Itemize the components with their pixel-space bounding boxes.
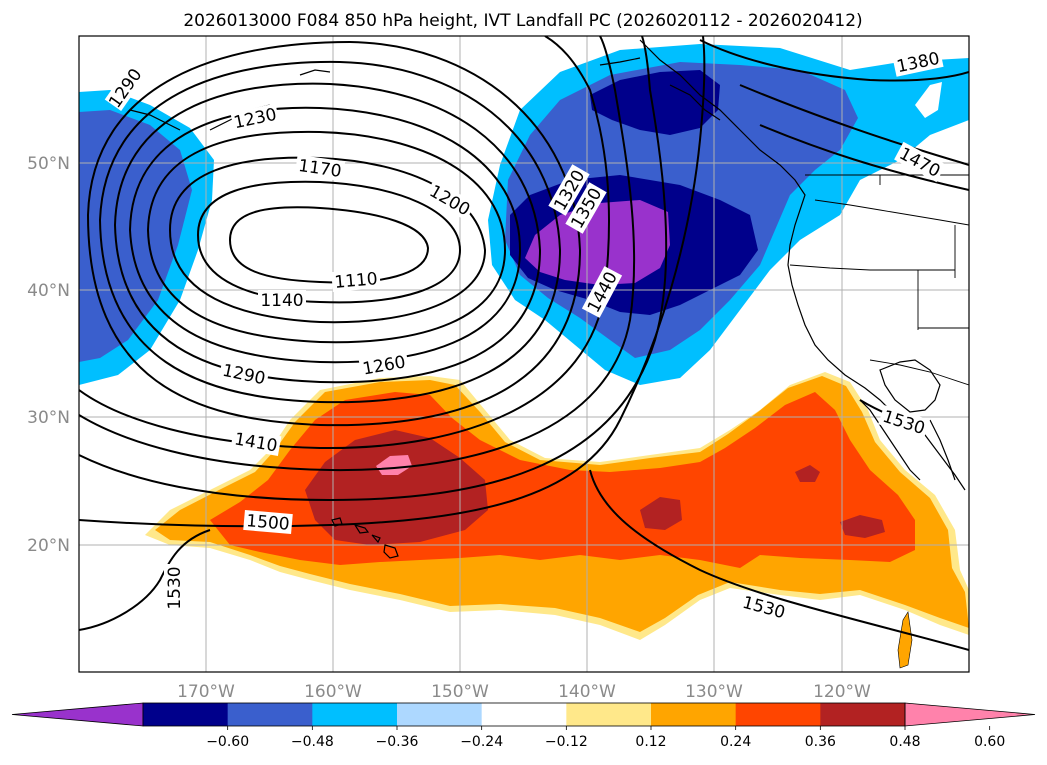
lon-tick-label: 170°W: [177, 682, 235, 702]
contour-label: 1500: [245, 511, 290, 535]
lat-tick-label: 30°N: [27, 408, 70, 428]
lon-tick-label: 150°W: [431, 682, 489, 702]
contour-label: 1140: [260, 291, 303, 311]
colorbar-segment: [566, 703, 652, 726]
colorbar-tick-label: −0.36: [376, 734, 419, 750]
colorbar-segment: [651, 703, 737, 726]
lat-tick-label: 20°N: [27, 536, 70, 556]
colorbar: −0.60 −0.48 −0.36 −0.24 −0.12 0.12 0.24 0.36 0.4…: [11, 702, 1036, 750]
contour-label: 1530: [165, 566, 185, 609]
colorbar-tick-label: −0.24: [460, 734, 503, 750]
lon-tick-label: 140°W: [558, 682, 616, 702]
colorbar-tick-label: −0.60: [206, 734, 249, 750]
colorbar-segment: [143, 703, 229, 726]
contour-label: 1110: [334, 269, 379, 293]
colorbar-segment: [735, 703, 821, 726]
colorbar-extend-low: [11, 702, 144, 727]
colorbar-tick-label: −0.12: [545, 734, 588, 750]
map-content: 1290 1230 1170 1200 1110 1140 1290 1260 …: [79, 36, 969, 672]
contour-labels: 1290 1230 1170 1200 1110 1140 1290 1260 …: [104, 47, 946, 623]
colorbar-segment: [820, 703, 906, 726]
political-borders: [789, 174, 969, 386]
lat-tick-labels: 50°N 40°N 30°N 20°N: [27, 154, 70, 556]
colorbar-tick-label: 0.12: [635, 734, 666, 750]
map-frame: [78, 35, 970, 673]
figure-title: 2026013000 F084 850 hPa height, IVT Land…: [183, 11, 862, 31]
gridlines: [79, 36, 969, 672]
negative-ivt-fields: [79, 44, 969, 385]
colorbar-extend-high: [904, 702, 1036, 727]
lon-tick-label: 120°W: [813, 682, 871, 702]
lon-tick-labels: 170°W 160°W 150°W 140°W 130°W 120°W: [177, 682, 871, 702]
colorbar-frame: [142, 702, 906, 727]
lon-tick-label: 130°W: [685, 682, 743, 702]
colorbar-tick-label: −0.48: [291, 734, 334, 750]
lat-tick-label: 40°N: [27, 281, 70, 301]
colorbar-tick-label: 0.48: [889, 734, 920, 750]
colorbar-tick-label: 0.60: [974, 734, 1005, 750]
colorbar-segment: [481, 703, 567, 726]
colorbar-segment: [397, 703, 483, 726]
colorbar-tick-label: 0.24: [720, 734, 751, 750]
colorbar-segment: [227, 703, 313, 726]
colorbar-tick-label: 0.36: [805, 734, 836, 750]
colorbar-segment: [312, 703, 398, 726]
lat-tick-label: 50°N: [27, 154, 70, 174]
lon-tick-label: 160°W: [304, 682, 362, 702]
